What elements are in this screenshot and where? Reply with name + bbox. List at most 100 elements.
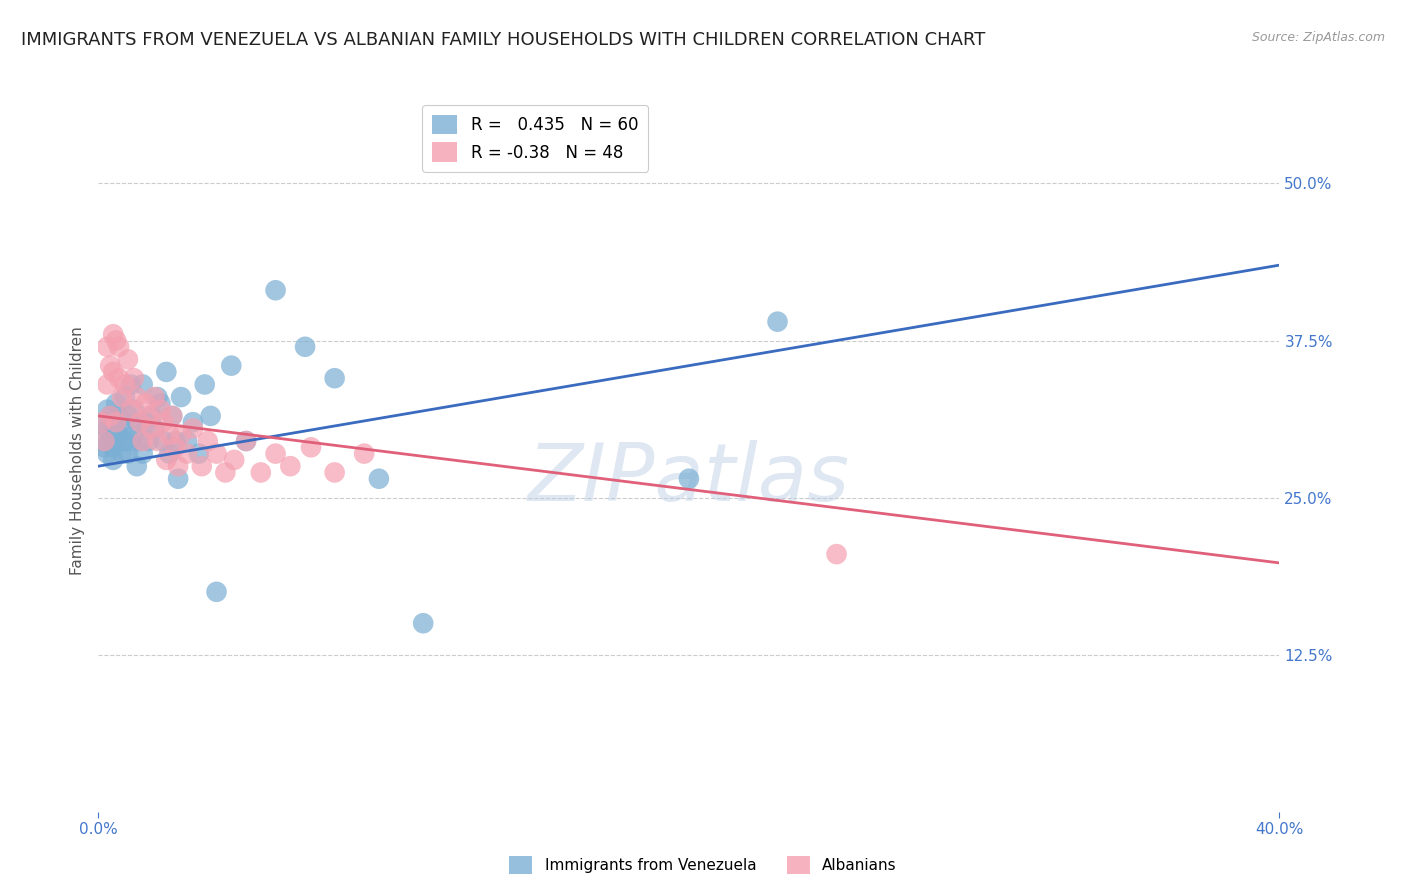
- Legend: R =   0.435   N = 60, R = -0.38   N = 48: R = 0.435 N = 60, R = -0.38 N = 48: [422, 104, 648, 171]
- Point: [96, 402, 118, 417]
- Point: [264, 283, 287, 297]
- Point: [146, 434, 169, 448]
- Point: [294, 340, 316, 354]
- Point: [98, 359, 121, 373]
- Point: [114, 390, 136, 404]
- Point: [187, 447, 209, 461]
- Point: [224, 453, 246, 467]
- Point: [167, 472, 190, 486]
- Point: [93, 434, 115, 448]
- Point: [108, 340, 131, 354]
- Point: [143, 421, 166, 435]
- Point: [98, 434, 121, 448]
- Point: [122, 402, 145, 417]
- Point: [149, 396, 172, 410]
- Point: [125, 459, 148, 474]
- Point: [108, 427, 131, 442]
- Point: [152, 434, 174, 448]
- Point: [176, 447, 198, 461]
- Point: [167, 459, 190, 474]
- Point: [353, 447, 375, 461]
- Point: [205, 584, 228, 599]
- Point: [125, 415, 148, 429]
- Text: ZIPatlas: ZIPatlas: [527, 441, 851, 518]
- Point: [122, 427, 145, 442]
- Point: [155, 453, 177, 467]
- Point: [825, 547, 848, 561]
- Point: [96, 421, 118, 435]
- Point: [117, 409, 139, 423]
- Point: [96, 377, 118, 392]
- Point: [205, 447, 228, 461]
- Point: [96, 340, 118, 354]
- Point: [117, 447, 139, 461]
- Point: [143, 390, 166, 404]
- Point: [103, 365, 125, 379]
- Point: [114, 434, 136, 448]
- Point: [90, 415, 112, 429]
- Point: [90, 434, 112, 448]
- Point: [368, 472, 391, 486]
- Point: [103, 415, 125, 429]
- Point: [191, 459, 214, 474]
- Point: [138, 409, 160, 423]
- Point: [93, 440, 115, 454]
- Point: [323, 371, 346, 385]
- Point: [170, 427, 193, 442]
- Point: [132, 377, 155, 392]
- Point: [138, 434, 160, 448]
- Point: [122, 371, 145, 385]
- Point: [103, 440, 125, 454]
- Point: [108, 371, 131, 385]
- Point: [264, 447, 287, 461]
- Point: [98, 409, 121, 423]
- Point: [105, 415, 128, 429]
- Point: [323, 466, 346, 480]
- Point: [105, 334, 128, 348]
- Point: [98, 409, 121, 423]
- Text: IMMIGRANTS FROM VENEZUELA VS ALBANIAN FAMILY HOUSEHOLDS WITH CHILDREN CORRELATIO: IMMIGRANTS FROM VENEZUELA VS ALBANIAN FA…: [21, 31, 986, 49]
- Point: [194, 377, 217, 392]
- Point: [105, 434, 128, 448]
- Point: [141, 421, 163, 435]
- Point: [93, 415, 115, 429]
- Point: [128, 415, 150, 429]
- Point: [120, 402, 142, 417]
- Point: [105, 421, 128, 435]
- Point: [141, 409, 163, 423]
- Point: [412, 616, 434, 631]
- Point: [111, 421, 134, 435]
- Point: [108, 409, 131, 423]
- Point: [120, 377, 142, 392]
- Point: [678, 472, 700, 486]
- Point: [146, 390, 169, 404]
- Point: [125, 390, 148, 404]
- Point: [105, 396, 128, 410]
- Point: [155, 365, 177, 379]
- Point: [250, 466, 273, 480]
- Point: [120, 434, 142, 448]
- Point: [157, 427, 180, 442]
- Point: [766, 315, 789, 329]
- Point: [132, 447, 155, 461]
- Point: [170, 390, 193, 404]
- Legend: Immigrants from Venezuela, Albanians: Immigrants from Venezuela, Albanians: [503, 850, 903, 880]
- Point: [197, 434, 219, 448]
- Point: [152, 415, 174, 429]
- Y-axis label: Family Households with Children: Family Households with Children: [70, 326, 86, 574]
- Point: [200, 409, 222, 423]
- Point: [117, 352, 139, 367]
- Point: [128, 434, 150, 448]
- Point: [135, 415, 157, 429]
- Point: [135, 396, 157, 410]
- Point: [235, 434, 257, 448]
- Point: [96, 447, 118, 461]
- Point: [165, 434, 187, 448]
- Point: [111, 390, 134, 404]
- Point: [181, 421, 204, 435]
- Point: [103, 453, 125, 467]
- Point: [214, 466, 236, 480]
- Point: [221, 359, 243, 373]
- Point: [98, 427, 121, 442]
- Point: [132, 434, 155, 448]
